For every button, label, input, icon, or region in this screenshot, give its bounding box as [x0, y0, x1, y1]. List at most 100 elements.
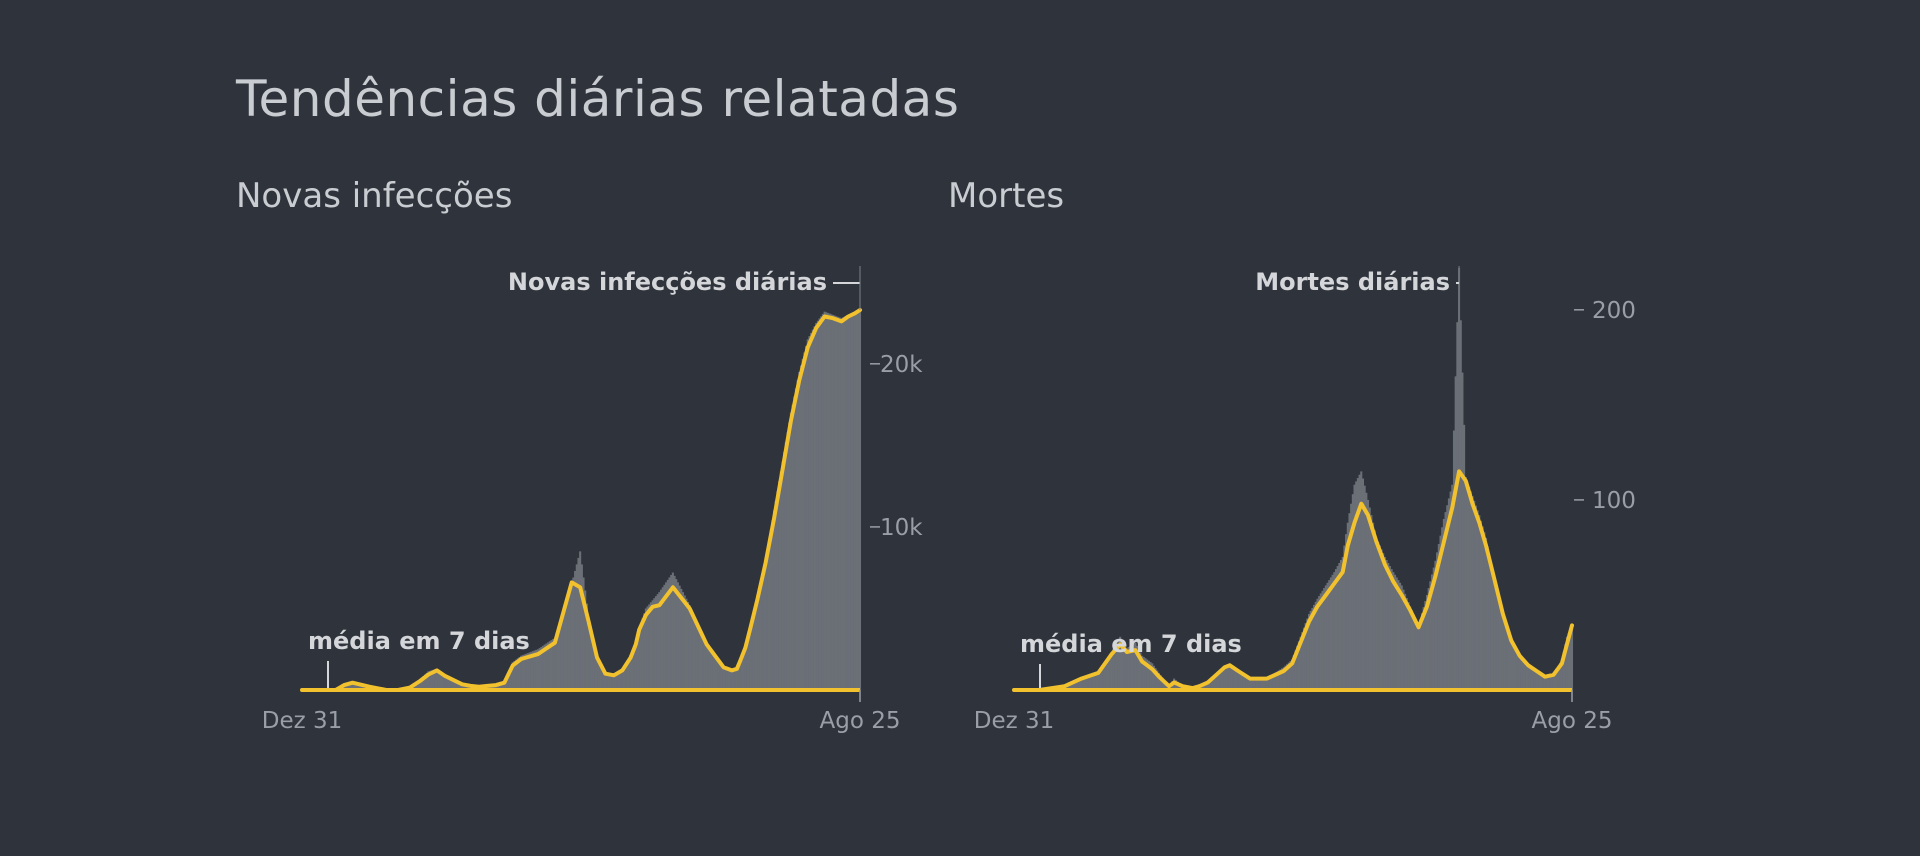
- mortes-daily-bar: [1554, 671, 1557, 690]
- mortes-daily-bar: [1483, 532, 1486, 690]
- infeccoes-daily-bar: [467, 685, 470, 690]
- mortes-average-line: [1012, 469, 1574, 692]
- mortes-daily-bar: [1136, 645, 1139, 690]
- infeccoes-daily-bar: [464, 684, 467, 690]
- infeccoes-daily-bar: [597, 660, 600, 690]
- mortes-daily-bar: [1090, 673, 1093, 690]
- mortes-daily-bar: [1533, 670, 1536, 690]
- mortes-daily-bar: [1407, 602, 1410, 690]
- infeccoes-daily-bar: [842, 317, 845, 690]
- infeccoes-daily-bar: [735, 668, 738, 690]
- infeccoes-daily-bar: [818, 318, 821, 690]
- mortes-daily-bar: [1495, 585, 1498, 690]
- infeccoes-daily-bar: [356, 682, 359, 690]
- mortes-daily-bar: [1518, 655, 1521, 690]
- mortes-daily-bar: [1161, 677, 1164, 690]
- mortes-daily-bar: [1387, 563, 1390, 690]
- infeccoes-daily-bar: [847, 314, 850, 690]
- mortes-daily-bar: [1532, 669, 1535, 690]
- infeccoes-daily-bar: [582, 577, 585, 690]
- infeccoes-daily-bar: [511, 662, 514, 690]
- mortes-daily-bar: [1545, 677, 1548, 690]
- infeccoes-daily-bar: [437, 670, 440, 690]
- mortes-daily-bar: [1452, 430, 1456, 690]
- infeccoes-daily-bar: [850, 313, 853, 690]
- mortes-daily-bar: [1264, 678, 1267, 690]
- infeccoes-daily-bar: [432, 669, 435, 690]
- infeccoes-daily-bar: [695, 620, 698, 690]
- mortes-daily-bar: [1496, 591, 1499, 690]
- mortes-daily-bar: [1439, 535, 1442, 690]
- mortes-daily-bar: [1313, 604, 1316, 690]
- infeccoes-daily-bar: [547, 642, 550, 690]
- infeccoes-daily-bar: [349, 681, 352, 690]
- mortes-daily-bar: [1302, 627, 1306, 690]
- mortes-daily-bar: [1112, 648, 1115, 690]
- mortes-daily-bar: [1363, 485, 1366, 690]
- mortes-daily-bar: [1444, 512, 1447, 690]
- mortes-daily-bar: [1422, 607, 1425, 690]
- infeccoes-daily-bar: [853, 311, 856, 690]
- infeccoes-daily-bar: [661, 587, 664, 690]
- infeccoes-daily-bar: [584, 590, 587, 690]
- mortes-daily-bar: [1478, 515, 1481, 690]
- infeccoes-daily-series-label: Novas infecções diárias: [508, 268, 827, 296]
- infeccoes-daily-bar: [712, 653, 715, 690]
- mortes-daily-bar: [1286, 664, 1289, 690]
- infeccoes-daily-bar: [702, 636, 705, 690]
- mortes-daily-bar: [1380, 549, 1383, 690]
- infeccoes-daily-bar: [857, 310, 860, 690]
- mortes-daily-bar: [1296, 645, 1299, 690]
- mortes-daily-bar: [1432, 567, 1435, 690]
- infeccoes-daily-bar: [553, 637, 556, 690]
- mortes-daily-bar: [1343, 545, 1346, 690]
- mortes-daily-bar: [1547, 677, 1550, 690]
- mortes-daily-bar: [1267, 677, 1270, 690]
- infeccoes-daily-bar: [644, 608, 647, 690]
- infeccoes-daily-bar: [749, 624, 752, 690]
- infeccoes-daily-bar: [688, 605, 691, 690]
- infeccoes-daily-bar: [516, 658, 519, 690]
- infeccoes-daily-bar: [611, 674, 614, 690]
- mortes-daily-bar: [1269, 676, 1272, 690]
- mortes-daily-bar: [1410, 610, 1413, 690]
- mortes-daily-bar: [1314, 601, 1317, 690]
- mortes-daily-bar: [1506, 627, 1509, 690]
- infeccoes-daily-bar: [469, 685, 472, 690]
- infeccoes-daily-bar: [744, 647, 747, 690]
- mortes-daily-bar: [1232, 665, 1235, 690]
- mortes-daily-bar: [1542, 677, 1545, 690]
- infeccoes-daily-bar: [518, 657, 521, 690]
- mortes-daily-bar: [1501, 610, 1504, 690]
- infeccoes-daily-bar: [734, 669, 737, 690]
- mortes-daily-bar: [1385, 559, 1388, 690]
- mortes-daily-bar: [1159, 675, 1162, 690]
- mortes-daily-bar: [1564, 644, 1567, 690]
- infeccoes-daily-bar: [830, 314, 833, 690]
- infeccoes-daily-bar: [440, 672, 443, 690]
- mortes-daily-bar: [1481, 526, 1484, 690]
- mortes-daily-bar: [1471, 496, 1474, 690]
- infeccoes-daily-bar: [808, 336, 811, 690]
- mortes-daily-bar: [1117, 639, 1120, 690]
- infeccoes-daily-bar: [798, 371, 801, 690]
- mortes-daily-bar: [1130, 644, 1134, 690]
- infeccoes-daily-bar: [835, 316, 838, 690]
- infeccoes-daily-bar: [687, 601, 690, 690]
- mortes-daily-bar: [1284, 665, 1287, 690]
- mortes-daily-bar: [1427, 588, 1430, 690]
- mortes-daily-bar: [1372, 522, 1375, 690]
- mortes-daily-bar: [1080, 676, 1083, 690]
- mortes-daily-bar: [1127, 647, 1130, 690]
- mortes-daily-bar: [1216, 673, 1220, 690]
- infeccoes-average-label: média em 7 dias: [308, 627, 530, 655]
- mortes-daily-bar: [1429, 581, 1432, 690]
- mortes-daily-bar: [1500, 604, 1503, 690]
- mortes-daily-bar: [1331, 574, 1334, 690]
- infeccoes-daily-bar: [346, 682, 349, 690]
- infeccoes-daily-bar: [452, 679, 455, 690]
- infeccoes-daily-bar: [447, 676, 450, 690]
- infeccoes-daily-bar: [678, 585, 681, 690]
- infeccoes-daily-bar: [778, 481, 781, 690]
- mortes-daily-bar: [1373, 530, 1376, 690]
